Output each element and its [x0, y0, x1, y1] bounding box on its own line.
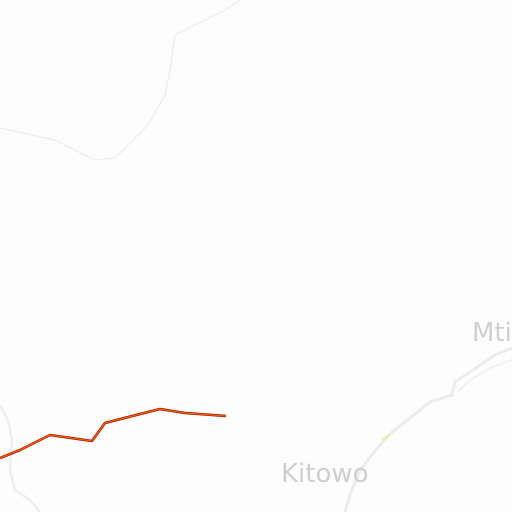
minor-road-yellow — [381, 433, 391, 441]
minor-road — [343, 346, 512, 512]
minor-road — [457, 359, 512, 393]
boundary-line — [0, 0, 241, 161]
minor-road — [0, 404, 41, 512]
place-label-mti: Mti — [472, 318, 512, 348]
main-road-casing — [0, 407, 227, 460]
main-road — [0, 408, 227, 459]
place-label-kitowo: Kitowo — [281, 459, 369, 489]
